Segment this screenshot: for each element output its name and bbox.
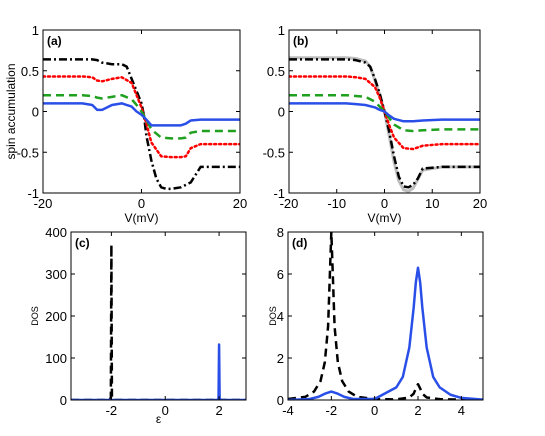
series-line-5	[289, 102, 480, 123]
panel-tag: (c)	[75, 236, 90, 250]
panel-d: -4 -2 0 2 4 0 2 4 6 8 (d) DOS	[268, 225, 484, 418]
series-line-1	[288, 232, 483, 400]
y-tick-label: 100	[45, 351, 67, 366]
x-axis-label: V(mV)	[125, 211, 159, 225]
x-tick-label: 0	[371, 403, 378, 418]
y-tick-label: -1	[27, 186, 39, 201]
x-tick-label: 2	[414, 403, 421, 418]
x-tick-label: 0	[162, 403, 169, 418]
series-line-2	[289, 58, 480, 189]
panel-c: -2 0 2 0 100 200 300 400 (c) ε DOS	[30, 225, 247, 426]
x-tick-label: -10	[327, 196, 346, 211]
y-tick-label: -1	[273, 186, 285, 201]
y-tick-label: 0	[32, 105, 39, 120]
y-tick-label: 300	[45, 267, 67, 282]
y-tick-label: 4	[277, 309, 284, 324]
y-tick-label: 1	[278, 23, 285, 38]
y-tick-label: 400	[45, 225, 67, 240]
series-line-2	[288, 266, 483, 400]
x-axis-label: ε	[156, 412, 162, 426]
series-line-1	[289, 56, 480, 193]
y-axis-label: DOS	[30, 306, 40, 326]
x-tick-label: -20	[280, 196, 299, 211]
panel-b: -20 -10 0 10 20 -1 -0.5 0 0.5 1 (b) V(mV)	[263, 23, 488, 225]
panel-tag: (b)	[293, 34, 308, 48]
x-tick-label: -2	[326, 403, 338, 418]
y-tick-label: 0.5	[21, 64, 39, 79]
y-axis-label: spin accumulation	[4, 63, 18, 159]
y-tick-label: 6	[277, 267, 284, 282]
series-line-4	[289, 93, 480, 133]
plot-frame	[287, 231, 484, 401]
y-tick-label: 200	[45, 309, 67, 324]
x-tick-label: 0	[138, 196, 145, 211]
series-line-2	[43, 75, 240, 159]
x-tick-label: 20	[473, 196, 487, 211]
panel-tag: (a)	[47, 34, 62, 48]
panel-tag: (d)	[292, 236, 307, 250]
x-axis-label: V(mV)	[368, 211, 402, 225]
series-line-4	[43, 102, 240, 127]
x-tick-label: 20	[233, 196, 247, 211]
x-tick-label: -4	[282, 403, 294, 418]
y-tick-label: -0.5	[263, 145, 285, 160]
y-tick-label: 0	[278, 105, 285, 120]
y-tick-label: 2	[277, 351, 284, 366]
panel-a: -20 0 20 -1 -0.5 0 0.5 1 (a) V(mV) spin accumulati…	[4, 23, 247, 225]
y-tick-label: -0.5	[17, 145, 39, 160]
y-tick-label: 8	[277, 225, 284, 240]
series-line-1	[43, 58, 240, 191]
x-tick-label: -2	[106, 403, 118, 418]
x-tick-label: 2	[215, 403, 222, 418]
y-tick-label: 0.5	[267, 64, 285, 79]
x-tick-label: 4	[458, 403, 465, 418]
y-tick-label: 0	[60, 393, 67, 408]
y-tick-label: 1	[32, 23, 39, 38]
x-tick-label: -20	[34, 196, 53, 211]
y-tick-label: 0	[277, 393, 284, 408]
y-axis-label: DOS	[268, 306, 278, 326]
series-line-2	[71, 343, 246, 400]
x-tick-label: 10	[425, 196, 439, 211]
x-tick-label: 0	[381, 196, 388, 211]
